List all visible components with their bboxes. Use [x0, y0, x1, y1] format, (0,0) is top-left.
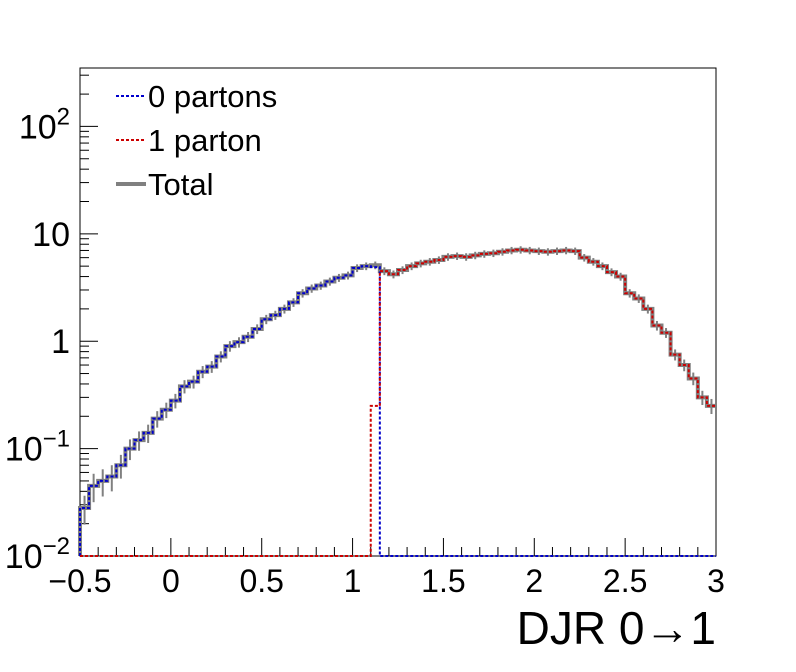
y-tick-label: 102	[19, 103, 70, 146]
series-1-parton	[80, 248, 716, 557]
x-tick-label: 2.5	[603, 563, 647, 599]
legend-label: Total	[148, 167, 213, 202]
legend-entry: 0 partons	[116, 79, 277, 114]
x-tick-label: 0.5	[239, 563, 283, 599]
x-tick-label: 1	[344, 563, 362, 599]
x-tick-label: −0.5	[48, 563, 111, 599]
y-tick-label: 10	[32, 216, 70, 254]
series-step-line	[80, 248, 716, 557]
legend-entry: 1 parton	[116, 123, 262, 158]
y-tick-label: 1	[51, 323, 70, 361]
x-tick-label: 0	[162, 563, 180, 599]
legend-label: 1 parton	[148, 123, 262, 158]
legend-entry: Total	[116, 167, 213, 202]
y-axis: 10−2 10−1 1 10 102	[5, 74, 98, 576]
x-axis: −0.5 0 0.5 1 1.5 2 2.5 3	[48, 538, 725, 599]
x-tick-label: 3	[707, 563, 725, 599]
x-tick-label: 2	[525, 563, 543, 599]
y-tick-label: 10−2	[5, 533, 70, 576]
legend: 0 partons 1 parton Total	[116, 79, 277, 202]
legend-label: 0 partons	[148, 79, 277, 114]
series-layer	[78, 246, 716, 557]
y-tick-label: 10−1	[5, 426, 70, 469]
x-axis-label: DJR 0→1	[517, 602, 716, 654]
x-tick-label: 1.5	[421, 563, 465, 599]
plot-frame	[79, 67, 717, 557]
